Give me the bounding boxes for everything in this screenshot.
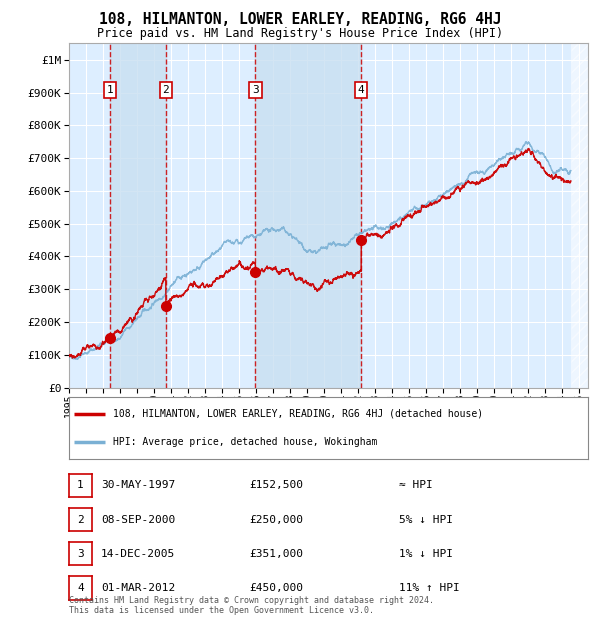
- Bar: [256, 43, 361, 388]
- Text: 30-MAY-1997: 30-MAY-1997: [101, 480, 175, 490]
- Text: 3: 3: [77, 549, 84, 559]
- Bar: [110, 43, 166, 388]
- Text: ≈ HPI: ≈ HPI: [399, 480, 433, 490]
- Text: 3: 3: [252, 85, 259, 95]
- Text: 1: 1: [77, 480, 84, 490]
- Text: £152,500: £152,500: [249, 480, 303, 490]
- Text: 01-MAR-2012: 01-MAR-2012: [101, 583, 175, 593]
- Text: £351,000: £351,000: [249, 549, 303, 559]
- Text: 108, HILMANTON, LOWER EARLEY, READING, RG6 4HJ: 108, HILMANTON, LOWER EARLEY, READING, R…: [99, 12, 501, 27]
- Text: 1% ↓ HPI: 1% ↓ HPI: [399, 549, 453, 559]
- Bar: [571, 43, 588, 388]
- Text: £250,000: £250,000: [249, 515, 303, 525]
- Text: 11% ↑ HPI: 11% ↑ HPI: [399, 583, 460, 593]
- Text: 108, HILMANTON, LOWER EARLEY, READING, RG6 4HJ (detached house): 108, HILMANTON, LOWER EARLEY, READING, R…: [113, 409, 483, 419]
- Text: £450,000: £450,000: [249, 583, 303, 593]
- Text: Price paid vs. HM Land Registry's House Price Index (HPI): Price paid vs. HM Land Registry's House …: [97, 27, 503, 40]
- Text: 4: 4: [77, 583, 84, 593]
- Text: 14-DEC-2005: 14-DEC-2005: [101, 549, 175, 559]
- Text: HPI: Average price, detached house, Wokingham: HPI: Average price, detached house, Woki…: [113, 437, 377, 447]
- Text: 08-SEP-2000: 08-SEP-2000: [101, 515, 175, 525]
- Text: 1: 1: [107, 85, 113, 95]
- Text: 2: 2: [163, 85, 169, 95]
- Text: 2: 2: [77, 515, 84, 525]
- Text: 5% ↓ HPI: 5% ↓ HPI: [399, 515, 453, 525]
- Text: Contains HM Land Registry data © Crown copyright and database right 2024.
This d: Contains HM Land Registry data © Crown c…: [69, 596, 434, 615]
- Text: 4: 4: [358, 85, 365, 95]
